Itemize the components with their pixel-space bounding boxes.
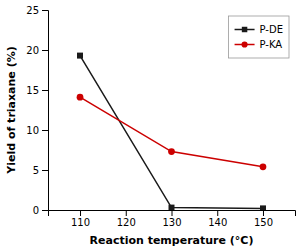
axis-line [42, 11, 49, 211]
legend-label: P-KA [260, 39, 283, 50]
y-axis-title: Yield of triaxane (%) [5, 46, 18, 174]
tick-mark [263, 210, 264, 216]
legend-item: P-KA [235, 39, 283, 50]
tick-mark [126, 210, 127, 216]
x-axis-title: Reaction temperature (°C) [90, 234, 254, 247]
x-axis: 110 120 130 140 150 [49, 210, 296, 228]
tick-label: 10 [26, 125, 39, 136]
chart: 110 120 130 140 150 0 5 10 15 20 25 P-DE P-KA Reactio… [0, 0, 307, 250]
tick-mark [42, 50, 48, 51]
tick-label: 130 [162, 217, 181, 228]
tick-mark [42, 90, 48, 91]
tick-mark [42, 10, 48, 11]
tick: 130 [162, 210, 181, 228]
tick: 150 [254, 210, 273, 228]
marker [77, 94, 84, 101]
tick: 140 [208, 210, 227, 228]
marker [168, 148, 175, 155]
marker [169, 205, 175, 210]
tick: 110 [71, 210, 90, 228]
tick-label: 20 [26, 45, 39, 56]
tick: 15 [26, 85, 48, 96]
axis-line [49, 211, 296, 217]
legend-item: P-DE [235, 24, 283, 35]
legend: P-DE P-KA [229, 16, 289, 58]
tick: 10 [26, 125, 48, 136]
tick: 120 [117, 210, 136, 228]
tick-mark [42, 210, 48, 211]
legend-marker [241, 41, 247, 47]
marker [260, 205, 266, 210]
marks [77, 53, 267, 210]
tick-mark [80, 210, 81, 216]
series [77, 53, 266, 210]
tick-mark [217, 210, 218, 216]
marker [77, 53, 83, 59]
series [77, 94, 267, 170]
tick-label: 0 [33, 205, 39, 216]
tick: 20 [26, 45, 48, 56]
tick-mark [42, 170, 48, 171]
legend-label: P-DE [260, 24, 283, 35]
tick-label: 25 [26, 5, 39, 16]
tick-label: 150 [254, 217, 273, 228]
y-axis: 0 5 10 15 20 25 [26, 5, 48, 216]
tick: 25 [26, 5, 48, 16]
tick-label: 5 [33, 165, 39, 176]
legend-marker [242, 27, 247, 32]
tick-label: 140 [208, 217, 227, 228]
plot: 110 120 130 140 150 0 5 10 15 20 25 P-DE P-KA [26, 5, 295, 228]
line [80, 97, 263, 167]
legend-box [229, 16, 289, 58]
tick-label: 110 [71, 217, 90, 228]
line [80, 56, 263, 209]
tick-mark [172, 210, 173, 216]
tick: 0 [33, 205, 48, 216]
tick-mark [42, 130, 48, 131]
tick-label: 15 [26, 85, 39, 96]
tick: 5 [33, 165, 48, 176]
tick-label: 120 [117, 217, 136, 228]
marker [260, 163, 267, 170]
